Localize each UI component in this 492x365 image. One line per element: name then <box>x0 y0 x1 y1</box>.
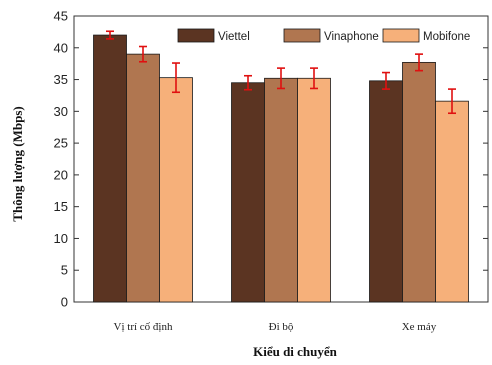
bar-vinaphone-0 <box>126 53 160 303</box>
y-tick-label: 15 <box>54 199 68 214</box>
bar-viettel-1 <box>231 82 265 303</box>
bar-mobifone-0 <box>159 77 193 303</box>
error-bar-mobifone-2 <box>448 88 456 115</box>
error-bar-vinaphone-1 <box>277 67 285 90</box>
y-tick-label: 30 <box>54 104 68 119</box>
y-tick-label: 45 <box>54 9 68 24</box>
y-tick-label: 40 <box>54 40 68 55</box>
y-tick-label: 35 <box>54 72 68 87</box>
error-bar-mobifone-0 <box>172 62 180 94</box>
x-axis-title: Kiểu di chuyển <box>253 344 338 359</box>
legend-label-vinaphone: Vinaphone <box>324 31 379 43</box>
y-tick-label: 25 <box>54 136 68 151</box>
legend-label-viettel: Viettel <box>218 31 250 43</box>
y-tick-label: 0 <box>61 295 68 310</box>
y-tick-label: 20 <box>54 167 68 182</box>
error-bar-mobifone-1 <box>310 67 318 90</box>
error-bar-viettel-0 <box>106 30 114 40</box>
bar-mobifone-1 <box>297 77 331 303</box>
y-tick-label: 10 <box>54 231 68 246</box>
x-category-label: Đi bộ <box>269 321 294 333</box>
bar-vinaphone-2 <box>402 61 436 303</box>
error-bar-vinaphone-2 <box>415 53 423 72</box>
error-bar-viettel-1 <box>244 74 252 91</box>
error-bar-viettel-2 <box>382 71 390 90</box>
bar-viettel-2 <box>369 80 403 303</box>
legend-swatch-viettel <box>177 28 215 43</box>
y-tick-label: 5 <box>61 263 68 278</box>
legend-swatch-mobifone <box>382 28 420 43</box>
bar-mobifone-2 <box>435 100 469 303</box>
legend-swatch-vinaphone <box>283 28 321 43</box>
x-category-label: Vị trí cố định <box>114 321 173 333</box>
legend-label-mobifone: Mobifone <box>423 31 470 43</box>
legend: Viettel Vinaphone Mobifone <box>177 28 470 43</box>
bar-vinaphone-1 <box>264 77 298 303</box>
x-category-label: Xe máy <box>402 321 437 333</box>
bar-viettel-0 <box>93 34 127 303</box>
error-bar-vinaphone-0 <box>139 45 147 63</box>
y-axis-title: Thông lượng (Mbps) <box>10 106 25 221</box>
